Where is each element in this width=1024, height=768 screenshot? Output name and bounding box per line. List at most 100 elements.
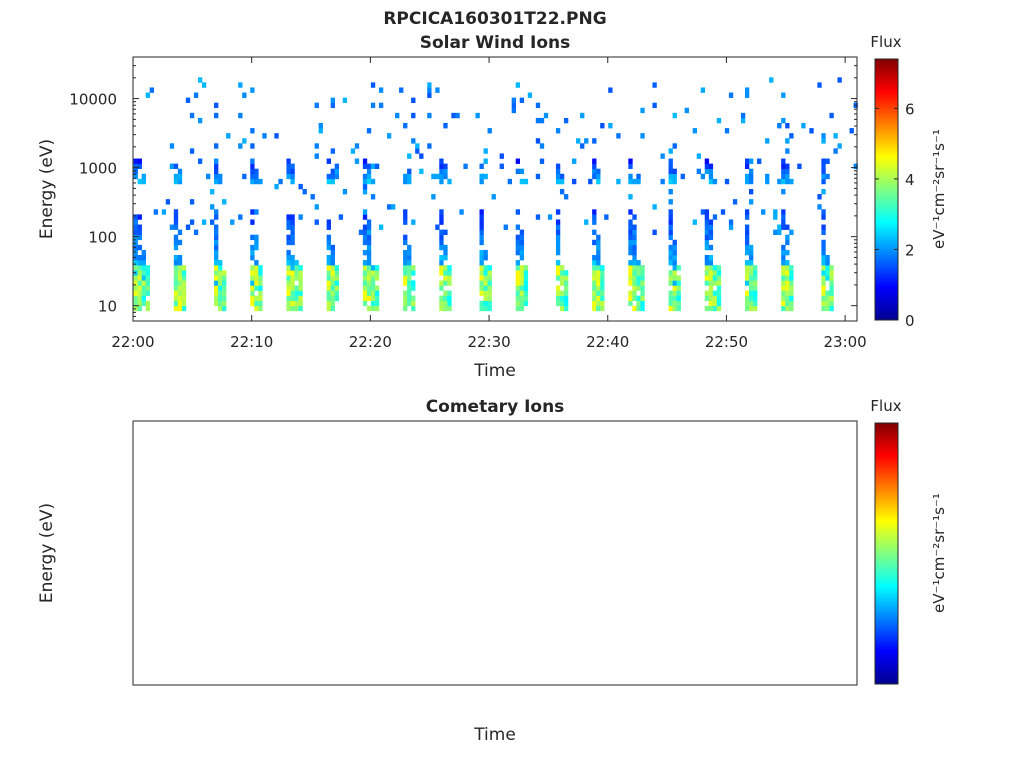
x-axis-label: Time xyxy=(473,361,516,381)
flux-cell xyxy=(250,285,255,291)
flux-cell xyxy=(403,239,408,246)
colorbar-tick-label: 6 xyxy=(905,100,915,118)
flux-cell xyxy=(137,163,142,169)
flux-cell xyxy=(330,275,335,281)
flux-cell xyxy=(704,265,710,271)
flux-cell xyxy=(576,138,581,144)
flux-cell xyxy=(443,295,448,301)
flux-cell xyxy=(298,290,303,296)
flux-cell xyxy=(443,305,448,312)
flux-cell xyxy=(479,280,484,286)
flux-cell xyxy=(250,255,255,261)
flux-cell xyxy=(600,270,605,276)
flux-cell xyxy=(785,295,790,301)
flux-cell xyxy=(672,239,677,246)
flux-cell xyxy=(821,214,826,220)
flux-cell xyxy=(290,290,295,296)
flux-cell xyxy=(825,270,830,276)
flux-cell xyxy=(676,275,681,281)
flux-cell xyxy=(640,275,645,281)
flux-cell xyxy=(443,280,448,286)
flux-cell xyxy=(173,305,179,312)
flux-cell xyxy=(483,270,488,276)
flux-cell xyxy=(600,290,605,296)
flux-cell xyxy=(218,300,223,307)
flux-cell xyxy=(777,123,782,129)
flux-cell xyxy=(254,300,259,307)
flux-cell xyxy=(354,158,360,164)
colorbar-gradient xyxy=(874,422,899,685)
flux-cell xyxy=(141,290,146,296)
flux-cell xyxy=(286,234,291,241)
flux-cell xyxy=(572,178,577,185)
flux-cell xyxy=(744,305,750,312)
flux-cell xyxy=(411,300,416,307)
flux-cell xyxy=(632,178,637,185)
flux-cell xyxy=(362,189,368,195)
flux-cell xyxy=(716,270,722,276)
flux-cell xyxy=(214,280,219,286)
flux-cell xyxy=(443,163,448,169)
flux-cell xyxy=(825,158,830,164)
flux-cell xyxy=(748,178,754,185)
flux-cell xyxy=(447,305,452,312)
flux-cell xyxy=(411,97,416,103)
flux-cell xyxy=(563,275,569,281)
flux-cell xyxy=(592,290,597,296)
flux-cell xyxy=(403,265,408,271)
flux-cell xyxy=(487,280,492,286)
flux-cell xyxy=(781,178,786,185)
flux-cell xyxy=(592,209,597,215)
flux-cell xyxy=(636,265,641,271)
flux-cell xyxy=(849,128,854,134)
flux-cell xyxy=(519,168,525,175)
flux-cell xyxy=(559,275,565,281)
flux-cell xyxy=(519,234,525,241)
flux-cell xyxy=(286,163,291,169)
flux-cell xyxy=(214,285,219,291)
flux-cell xyxy=(181,300,187,307)
flux-cell xyxy=(443,249,448,256)
flux-cell xyxy=(829,112,834,119)
flux-cell xyxy=(596,260,601,266)
flux-cell xyxy=(214,275,219,281)
flux-cell xyxy=(821,173,826,180)
colorbar-ticks: 0 2 4 6 xyxy=(875,100,915,330)
flux-cell xyxy=(250,168,255,175)
flux-cell xyxy=(403,295,408,301)
flux-cell xyxy=(362,163,368,169)
colorbar-label: eV⁻¹cm⁻²sr⁻¹s⁻¹ xyxy=(930,493,948,613)
flux-cell xyxy=(632,275,637,281)
flux-cell xyxy=(214,300,219,307)
flux-cell xyxy=(672,285,677,291)
flux-cell xyxy=(523,285,529,291)
flux-cell xyxy=(286,158,291,164)
flux-cell xyxy=(559,178,565,185)
flux-cell xyxy=(704,239,710,246)
flux-cell xyxy=(636,305,641,312)
flux-cell xyxy=(487,265,492,271)
flux-cell xyxy=(640,295,645,301)
flux-cell xyxy=(407,249,412,256)
flux-cell xyxy=(479,305,484,312)
flux-cell xyxy=(222,300,227,307)
flux-cell xyxy=(366,265,372,271)
flux-cell xyxy=(744,300,750,307)
flux-cell xyxy=(290,270,295,276)
flux-cell xyxy=(704,158,710,164)
flux-cell xyxy=(700,173,706,180)
flux-cell xyxy=(592,285,597,291)
flux-cell xyxy=(173,244,179,251)
flux-cell xyxy=(169,224,175,230)
flux-cell xyxy=(133,260,138,266)
flux-cell xyxy=(676,300,681,307)
flux-cell xyxy=(222,285,227,291)
flux-cell xyxy=(785,163,790,169)
flux-cell xyxy=(290,275,295,281)
flux-cell xyxy=(161,209,167,215)
flux-cell xyxy=(559,295,565,301)
flux-cell xyxy=(584,219,589,225)
flux-cell xyxy=(274,183,279,190)
flux-cell xyxy=(716,285,722,291)
flux-cell xyxy=(716,280,722,286)
